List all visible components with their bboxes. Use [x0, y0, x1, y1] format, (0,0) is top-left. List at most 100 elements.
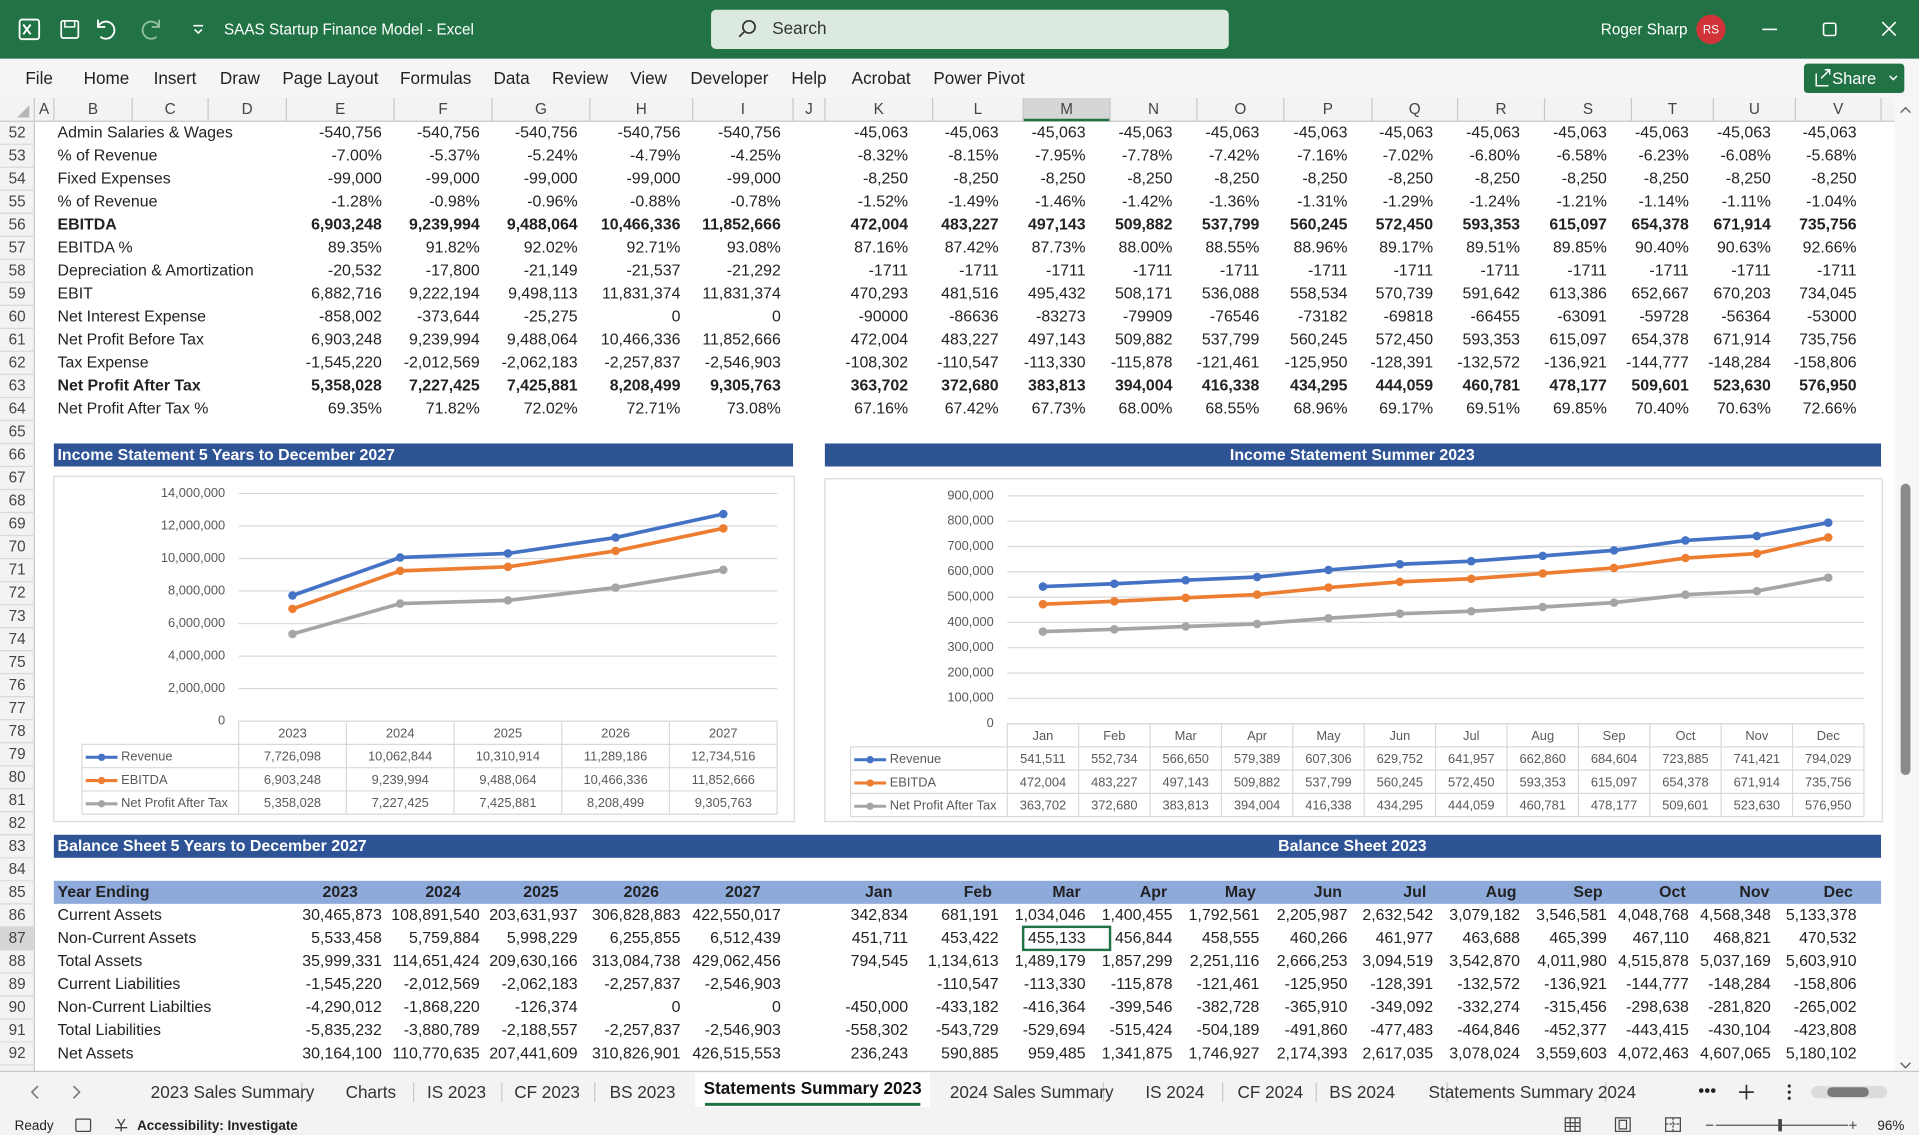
cell[interactable]: -540,756: [718, 125, 781, 142]
cell[interactable]: 30,465,873: [302, 907, 382, 924]
cell[interactable]: -110,547: [937, 976, 999, 993]
cell[interactable]: -1711: [1308, 263, 1348, 280]
row-header[interactable]: 64: [9, 401, 27, 418]
cell[interactable]: -45,063: [1717, 125, 1771, 142]
cell[interactable]: -315,456: [1544, 999, 1607, 1016]
cell[interactable]: -365,910: [1285, 999, 1348, 1016]
cell[interactable]: -20,532: [328, 263, 382, 280]
row-header[interactable]: 89: [9, 976, 26, 993]
column-header[interactable]: S: [1583, 101, 1593, 118]
cell[interactable]: -2,012,569: [404, 355, 480, 372]
cell[interactable]: 89.85%: [1553, 240, 1607, 257]
cell[interactable]: Nov: [1739, 884, 1769, 901]
cell[interactable]: -1,545,220: [306, 355, 382, 372]
cell[interactable]: 523,630: [1713, 378, 1771, 395]
cell[interactable]: 70.63%: [1717, 401, 1771, 418]
cell[interactable]: 460,781: [1463, 378, 1521, 395]
cell[interactable]: 4,515,878: [1618, 953, 1689, 970]
cell[interactable]: -148,284: [1708, 355, 1771, 372]
row-label[interactable]: Total Assets: [58, 953, 143, 970]
cell[interactable]: -1711: [1731, 263, 1771, 280]
cell[interactable]: 591,642: [1463, 286, 1521, 303]
cell[interactable]: 5,998,229: [507, 930, 578, 947]
cell[interactable]: 1,034,046: [1015, 907, 1086, 924]
cell[interactable]: 2025: [523, 884, 559, 901]
cell[interactable]: 2024: [425, 884, 461, 901]
user-avatar[interactable]: [1696, 14, 1726, 45]
cell[interactable]: -136,921: [1544, 355, 1607, 372]
cell[interactable]: 11,852,666: [702, 332, 781, 349]
cell[interactable]: -1.14%: [1639, 194, 1689, 211]
cell[interactable]: -45,063: [1379, 125, 1433, 142]
cell[interactable]: 0: [672, 309, 681, 326]
row-label[interactable]: Admin Salaries & Wages: [58, 125, 233, 142]
row-label[interactable]: Tax Expense: [58, 355, 149, 372]
cell[interactable]: -349,092: [1370, 999, 1433, 1016]
row-header[interactable]: 80: [9, 769, 26, 786]
cell[interactable]: -515,424: [1110, 1022, 1173, 1039]
ribbon-tab[interactable]: Data: [493, 68, 530, 88]
cell[interactable]: -529,694: [1023, 1022, 1086, 1039]
cell[interactable]: 670,203: [1713, 286, 1771, 303]
cell[interactable]: 11,852,666: [702, 217, 781, 234]
column-header[interactable]: G: [535, 101, 547, 118]
cell[interactable]: 3,094,519: [1362, 953, 1433, 970]
cell[interactable]: 11,831,374: [602, 286, 681, 303]
column-header[interactable]: L: [974, 101, 983, 118]
cell[interactable]: -21,292: [727, 263, 781, 280]
row-label[interactable]: Net Profit After Tax: [58, 378, 201, 395]
cell[interactable]: -477,483: [1370, 1022, 1433, 1039]
cell[interactable]: -2,062,183: [502, 355, 578, 372]
row-header[interactable]: 81: [9, 792, 26, 809]
cell[interactable]: -1.52%: [858, 194, 908, 211]
cell[interactable]: 560,245: [1290, 217, 1348, 234]
cell[interactable]: -1711: [1481, 263, 1521, 280]
cell[interactable]: 426,515,553: [692, 1045, 781, 1062]
cell[interactable]: -423,808: [1794, 1022, 1857, 1039]
cell[interactable]: 2,205,987: [1277, 907, 1348, 924]
column-header[interactable]: K: [874, 101, 885, 118]
sheet-tab[interactable]: CF 2023: [514, 1082, 580, 1102]
tab-navigation[interactable]: [30, 1085, 81, 1099]
cell[interactable]: 1,341,875: [1102, 1045, 1173, 1062]
cell[interactable]: 481,516: [941, 286, 999, 303]
cell[interactable]: -115,878: [1111, 976, 1173, 993]
cell[interactable]: 9,239,994: [409, 217, 480, 234]
cell[interactable]: 342,834: [851, 907, 909, 924]
cell[interactable]: -99,000: [727, 171, 781, 188]
cell[interactable]: 560,245: [1290, 332, 1348, 349]
row-header[interactable]: 72: [9, 585, 26, 602]
cell[interactable]: -298,638: [1626, 999, 1689, 1016]
cell[interactable]: -7.78%: [1122, 148, 1172, 165]
cell[interactable]: 590,885: [941, 1045, 999, 1062]
cell[interactable]: -69818: [1384, 309, 1434, 326]
row-header[interactable]: 91: [9, 1022, 26, 1039]
row-header[interactable]: 57: [9, 239, 26, 256]
cell[interactable]: -132,572: [1457, 355, 1520, 372]
cell[interactable]: -4.79%: [630, 148, 680, 165]
cell[interactable]: 6,903,248: [311, 217, 382, 234]
cell[interactable]: -1711: [959, 263, 999, 280]
column-header[interactable]: R: [1496, 101, 1507, 118]
cell[interactable]: 69.17%: [1379, 401, 1433, 418]
row-header[interactable]: 61: [9, 332, 26, 349]
cell[interactable]: Oct: [1659, 884, 1686, 901]
cell[interactable]: 1,746,927: [1189, 1045, 1260, 1062]
cell[interactable]: 461,977: [1376, 930, 1434, 947]
cell[interactable]: 2027: [725, 884, 761, 901]
cell[interactable]: -332,274: [1457, 999, 1520, 1016]
row-header[interactable]: 74: [9, 631, 27, 648]
cell[interactable]: 5,533,458: [311, 930, 382, 947]
cell[interactable]: 88.55%: [1205, 240, 1259, 257]
row-label[interactable]: Total Liabilities: [58, 1022, 161, 1039]
row-header[interactable]: 79: [9, 746, 26, 763]
cell[interactable]: -158,806: [1794, 355, 1857, 372]
cell[interactable]: 10,466,336: [601, 332, 681, 349]
cell[interactable]: -21,149: [524, 263, 578, 280]
cell[interactable]: -2,188,557: [502, 1022, 578, 1039]
cell[interactable]: -144,777: [1626, 976, 1689, 993]
cell[interactable]: -73182: [1298, 309, 1348, 326]
row-header[interactable]: 58: [9, 262, 26, 279]
ribbon-tab[interactable]: Insert: [154, 68, 197, 88]
cell[interactable]: 654,378: [1631, 217, 1689, 234]
